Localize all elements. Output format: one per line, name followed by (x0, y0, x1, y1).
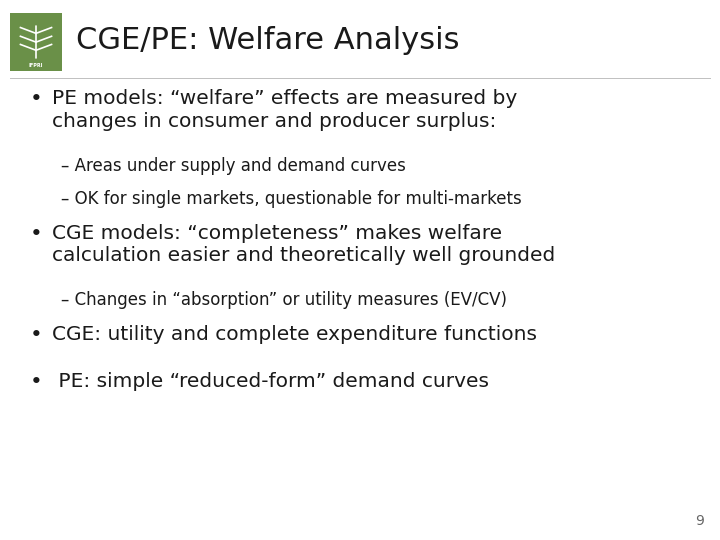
Text: •: • (30, 372, 43, 392)
Text: – Changes in “absorption” or utility measures (EV/CV): – Changes in “absorption” or utility mea… (61, 291, 507, 309)
Text: CGE models: “completeness” makes welfare
calculation easier and theoretically we: CGE models: “completeness” makes welfare… (52, 224, 555, 265)
Text: •: • (30, 89, 43, 109)
Text: •: • (30, 325, 43, 345)
Text: – OK for single markets, questionable for multi-markets: – OK for single markets, questionable fo… (61, 190, 522, 208)
Text: CGE: utility and complete expenditure functions: CGE: utility and complete expenditure fu… (52, 325, 537, 343)
FancyBboxPatch shape (10, 13, 62, 71)
Text: PE: simple “reduced-form” demand curves: PE: simple “reduced-form” demand curves (52, 372, 489, 391)
Text: – Areas under supply and demand curves: – Areas under supply and demand curves (61, 157, 406, 174)
Text: 9: 9 (696, 514, 704, 528)
Text: PE models: “welfare” effects are measured by
changes in consumer and producer su: PE models: “welfare” effects are measure… (52, 89, 517, 131)
Text: IFPRI: IFPRI (29, 63, 43, 68)
Text: •: • (30, 224, 43, 244)
Text: CGE/PE: Welfare Analysis: CGE/PE: Welfare Analysis (76, 26, 459, 55)
